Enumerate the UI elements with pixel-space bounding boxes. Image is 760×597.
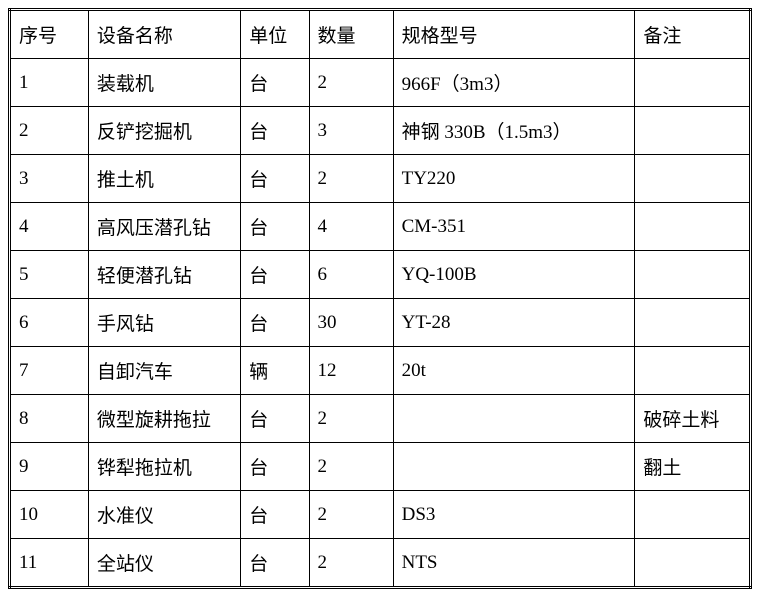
cell-unit: 辆 xyxy=(241,347,309,395)
cell-name: 铧犁拖拉机 xyxy=(88,443,240,491)
cell-seq: 8 xyxy=(10,395,89,443)
cell-seq: 4 xyxy=(10,203,89,251)
cell-unit: 台 xyxy=(241,203,309,251)
cell-remark xyxy=(635,299,751,347)
table-row: 1装载机台2966F（3m3） xyxy=(10,59,751,107)
table-row: 5轻便潜孔钻台6YQ-100B xyxy=(10,251,751,299)
cell-remark xyxy=(635,59,751,107)
cell-qty: 2 xyxy=(309,395,393,443)
header-name: 设备名称 xyxy=(88,10,240,59)
cell-spec xyxy=(393,395,635,443)
cell-spec: TY220 xyxy=(393,155,635,203)
cell-seq: 5 xyxy=(10,251,89,299)
header-row: 序号 设备名称 单位 数量 规格型号 备注 xyxy=(10,10,751,59)
cell-name: 手风钻 xyxy=(88,299,240,347)
table-row: 2反铲挖掘机台3神钢 330B（1.5m3） xyxy=(10,107,751,155)
header-seq: 序号 xyxy=(10,10,89,59)
cell-seq: 10 xyxy=(10,491,89,539)
cell-seq: 1 xyxy=(10,59,89,107)
cell-unit: 台 xyxy=(241,251,309,299)
cell-spec: YT-28 xyxy=(393,299,635,347)
header-unit: 单位 xyxy=(241,10,309,59)
cell-spec: 20t xyxy=(393,347,635,395)
table-row: 6手风钻台30YT-28 xyxy=(10,299,751,347)
cell-name: 自卸汽车 xyxy=(88,347,240,395)
cell-unit: 台 xyxy=(241,395,309,443)
cell-unit: 台 xyxy=(241,155,309,203)
cell-remark xyxy=(635,491,751,539)
cell-qty: 2 xyxy=(309,59,393,107)
cell-seq: 3 xyxy=(10,155,89,203)
cell-qty: 6 xyxy=(309,251,393,299)
cell-remark xyxy=(635,203,751,251)
cell-remark xyxy=(635,107,751,155)
cell-remark: 破碎土料 xyxy=(635,395,751,443)
cell-spec: NTS xyxy=(393,539,635,588)
cell-unit: 台 xyxy=(241,107,309,155)
equipment-table: 序号 设备名称 单位 数量 规格型号 备注 1装载机台2966F（3m3）2反铲… xyxy=(8,8,752,589)
table-header: 序号 设备名称 单位 数量 规格型号 备注 xyxy=(10,10,751,59)
header-qty: 数量 xyxy=(309,10,393,59)
cell-name: 轻便潜孔钻 xyxy=(88,251,240,299)
cell-qty: 2 xyxy=(309,539,393,588)
cell-spec xyxy=(393,443,635,491)
table-row: 3推土机台2TY220 xyxy=(10,155,751,203)
cell-remark: 翻土 xyxy=(635,443,751,491)
table-row: 7自卸汽车辆1220t xyxy=(10,347,751,395)
cell-remark xyxy=(635,155,751,203)
cell-unit: 台 xyxy=(241,59,309,107)
cell-qty: 3 xyxy=(309,107,393,155)
cell-unit: 台 xyxy=(241,539,309,588)
table-row: 4高风压潜孔钻台4CM-351 xyxy=(10,203,751,251)
header-remark: 备注 xyxy=(635,10,751,59)
cell-remark xyxy=(635,347,751,395)
cell-name: 全站仪 xyxy=(88,539,240,588)
cell-name: 高风压潜孔钻 xyxy=(88,203,240,251)
cell-seq: 7 xyxy=(10,347,89,395)
cell-spec: CM-351 xyxy=(393,203,635,251)
cell-spec: 神钢 330B（1.5m3） xyxy=(393,107,635,155)
table-row: 10水准仪台2DS3 xyxy=(10,491,751,539)
cell-spec: 966F（3m3） xyxy=(393,59,635,107)
cell-unit: 台 xyxy=(241,299,309,347)
cell-qty: 30 xyxy=(309,299,393,347)
table-row: 8微型旋耕拖拉台2 破碎土料 xyxy=(10,395,751,443)
cell-qty: 12 xyxy=(309,347,393,395)
cell-seq: 11 xyxy=(10,539,89,588)
cell-unit: 台 xyxy=(241,443,309,491)
cell-name: 反铲挖掘机 xyxy=(88,107,240,155)
cell-name: 微型旋耕拖拉 xyxy=(88,395,240,443)
cell-name: 水准仪 xyxy=(88,491,240,539)
cell-qty: 4 xyxy=(309,203,393,251)
cell-name: 装载机 xyxy=(88,59,240,107)
cell-qty: 2 xyxy=(309,443,393,491)
table-row: 11全站仪台2NTS xyxy=(10,539,751,588)
cell-seq: 9 xyxy=(10,443,89,491)
cell-remark xyxy=(635,251,751,299)
cell-spec: DS3 xyxy=(393,491,635,539)
cell-qty: 2 xyxy=(309,491,393,539)
cell-name: 推土机 xyxy=(88,155,240,203)
table-row: 9铧犁拖拉机台2 翻土 xyxy=(10,443,751,491)
header-spec: 规格型号 xyxy=(393,10,635,59)
table-body: 1装载机台2966F（3m3）2反铲挖掘机台3神钢 330B（1.5m3）3推土… xyxy=(10,59,751,588)
cell-qty: 2 xyxy=(309,155,393,203)
cell-spec: YQ-100B xyxy=(393,251,635,299)
cell-seq: 6 xyxy=(10,299,89,347)
cell-seq: 2 xyxy=(10,107,89,155)
cell-unit: 台 xyxy=(241,491,309,539)
cell-remark xyxy=(635,539,751,588)
